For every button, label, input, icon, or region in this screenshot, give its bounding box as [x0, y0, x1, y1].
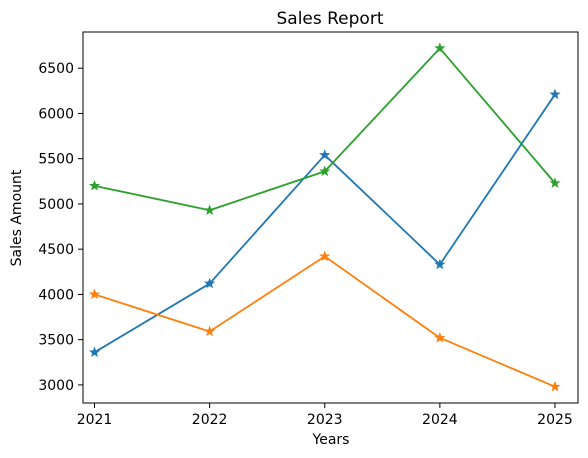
x-axis-label: Years: [312, 432, 350, 448]
series-1-point: [204, 277, 216, 289]
y-tick-label: 5500: [38, 152, 74, 168]
y-tick-label: 6500: [38, 61, 74, 77]
y-tick-label: 3500: [38, 333, 74, 349]
series-1-point: [319, 149, 331, 160]
chart-title: Sales Report: [276, 9, 383, 29]
series-1-line: [94, 93, 556, 354]
x-tick-label: 2021: [77, 412, 113, 428]
series-1-point: [434, 258, 446, 270]
x-tick-label: 2023: [307, 412, 343, 428]
y-axis-label: Sales Amount: [9, 169, 25, 266]
y-tick-label: 4000: [38, 287, 74, 303]
plot-lines: [88, 42, 561, 392]
y-tick-label: 5000: [38, 197, 74, 213]
series-2-point: [549, 380, 561, 392]
plot-frame: [82, 31, 579, 404]
series-2-point: [88, 288, 101, 300]
series-2-point: [204, 325, 216, 337]
series-1-point: [549, 88, 561, 100]
series-2-point: [434, 331, 446, 343]
y-axis-ticks: 3000 3500 4000 4500 5000 5500 6000 6500: [38, 61, 83, 394]
series-3-point: [549, 177, 561, 188]
series-1-point: [88, 346, 101, 358]
series-3-point: [434, 42, 446, 54]
y-tick-label: 4500: [38, 242, 74, 258]
x-tick-label: 2022: [192, 412, 228, 428]
series-3-point: [204, 204, 216, 216]
series-3-point: [88, 179, 101, 191]
x-axis-ticks: 2021 2022 2023 2024 2025: [77, 403, 573, 428]
series-3-point: [319, 165, 331, 177]
y-tick-label: 6000: [38, 106, 74, 122]
series-2-line: [94, 255, 556, 388]
series-3-line: [94, 47, 556, 212]
series-2-point: [319, 250, 331, 262]
x-tick-label: 2025: [537, 412, 573, 428]
y-tick-label: 3000: [38, 378, 74, 394]
x-tick-label: 2024: [422, 412, 458, 428]
